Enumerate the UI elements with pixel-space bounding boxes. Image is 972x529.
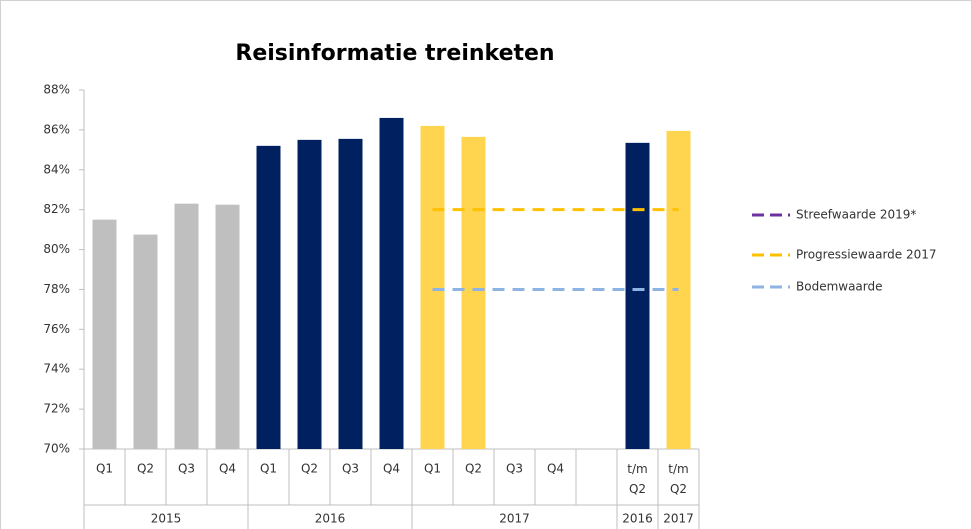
bar xyxy=(625,142,650,449)
x-tick-label: Q1 xyxy=(260,462,277,476)
y-tick-label: 72% xyxy=(43,402,70,416)
bar xyxy=(92,219,117,449)
x-tick-label: Q2 xyxy=(301,462,318,476)
x-tick-label: Q4 xyxy=(547,462,564,476)
x-tick-label: Q3 xyxy=(178,462,195,476)
y-tick-label: 76% xyxy=(43,322,70,336)
group-label: 2016 xyxy=(622,512,653,526)
x-tick-label: Q3 xyxy=(506,462,523,476)
bar xyxy=(420,125,445,450)
y-tick-label: 70% xyxy=(43,442,70,456)
x-tick-label: t/m Q2 xyxy=(668,462,688,496)
bar xyxy=(174,203,199,449)
group-label: 2017 xyxy=(663,512,694,526)
bar xyxy=(256,145,281,449)
bar xyxy=(379,117,404,449)
bar xyxy=(338,138,363,449)
x-tick-label: Q4 xyxy=(219,462,236,476)
y-tick-label: 74% xyxy=(43,362,70,376)
y-tick-label: 84% xyxy=(43,162,70,176)
x-tick-label: Q1 xyxy=(424,462,441,476)
group-label: 2017 xyxy=(499,512,530,526)
bar xyxy=(215,204,240,449)
x-tick-label: Q3 xyxy=(342,462,359,476)
y-tick-label: 82% xyxy=(43,202,70,216)
x-tick-label: Q4 xyxy=(383,462,400,476)
bar xyxy=(461,136,486,449)
group-label: 2016 xyxy=(315,512,346,526)
legend-label: Progressiewaarde 2017 xyxy=(796,248,937,262)
legend-label: Streefwaarde 2019* xyxy=(796,208,916,222)
y-tick-label: 88% xyxy=(43,83,70,97)
y-tick-label: 86% xyxy=(43,122,70,136)
chart-title: Reisinformatie treinketen xyxy=(235,41,554,66)
x-tick-label: Q2 xyxy=(465,462,482,476)
y-tick-label: 80% xyxy=(43,242,70,256)
bar xyxy=(297,139,322,449)
x-tick-label: Q2 xyxy=(137,462,154,476)
x-tick-label: t/m Q2 xyxy=(627,462,647,496)
group-label: 2015 xyxy=(151,512,182,526)
bar xyxy=(133,234,158,449)
y-tick-label: 78% xyxy=(43,282,70,296)
legend-label: Bodemwaarde xyxy=(796,280,883,294)
x-tick-label: Q1 xyxy=(96,462,113,476)
